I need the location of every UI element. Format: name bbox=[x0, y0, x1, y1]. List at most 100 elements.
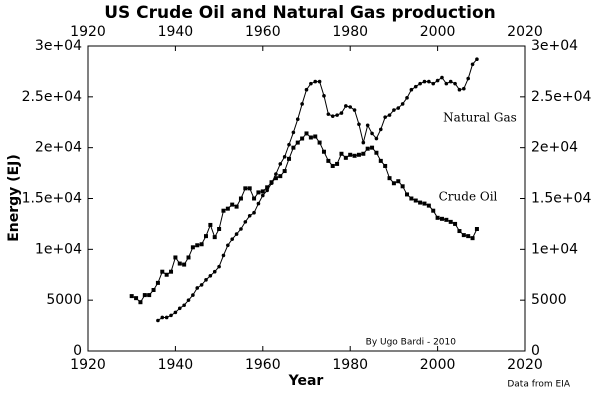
x-top-tick-label: 2020 bbox=[507, 24, 543, 40]
marker bbox=[313, 134, 318, 139]
marker bbox=[308, 135, 313, 140]
marker bbox=[274, 172, 278, 176]
marker bbox=[378, 127, 383, 132]
marker bbox=[208, 273, 213, 278]
marker bbox=[321, 149, 326, 154]
marker bbox=[370, 131, 374, 136]
marker bbox=[265, 188, 269, 193]
marker bbox=[335, 161, 340, 166]
marker bbox=[291, 130, 296, 135]
marker bbox=[160, 315, 165, 320]
y-right-tick-label: 1e+04 bbox=[531, 241, 578, 257]
y-right-tick-label: 2e+04 bbox=[531, 140, 578, 156]
marker bbox=[300, 102, 304, 106]
marker bbox=[278, 174, 283, 179]
marker bbox=[461, 233, 466, 238]
marker bbox=[383, 115, 387, 119]
marker bbox=[422, 201, 427, 206]
marker bbox=[356, 152, 361, 157]
marker bbox=[160, 269, 165, 274]
x-top-tick-label: 1980 bbox=[332, 24, 368, 40]
marker bbox=[418, 200, 423, 205]
marker bbox=[182, 262, 187, 267]
marker bbox=[326, 158, 331, 163]
marker bbox=[317, 140, 322, 145]
y-tick-label: 0 bbox=[73, 343, 82, 359]
marker bbox=[234, 204, 239, 209]
y-tick-label: 2e+04 bbox=[35, 140, 82, 156]
marker bbox=[230, 237, 235, 241]
marker bbox=[238, 196, 243, 201]
marker bbox=[343, 155, 348, 160]
marker bbox=[444, 81, 449, 86]
marker bbox=[435, 78, 440, 83]
marker bbox=[195, 243, 200, 248]
marker bbox=[147, 293, 152, 298]
marker bbox=[204, 278, 208, 282]
marker bbox=[217, 227, 222, 231]
series-line bbox=[131, 132, 478, 303]
marker bbox=[470, 236, 475, 241]
marker bbox=[265, 185, 270, 190]
marker bbox=[348, 105, 353, 109]
marker bbox=[440, 75, 444, 80]
marker bbox=[217, 264, 221, 269]
x-tick-label: 1920 bbox=[70, 357, 106, 373]
marker bbox=[400, 102, 405, 106]
marker bbox=[156, 318, 160, 323]
marker bbox=[431, 81, 436, 86]
marker bbox=[273, 176, 278, 181]
marker bbox=[225, 206, 230, 211]
marker bbox=[234, 232, 239, 236]
marker bbox=[282, 155, 287, 159]
marker bbox=[304, 87, 309, 92]
marker bbox=[357, 122, 361, 127]
marker bbox=[313, 79, 318, 84]
y-right-tick-label: 2.5e+04 bbox=[531, 89, 592, 105]
marker bbox=[191, 293, 195, 297]
marker bbox=[173, 255, 178, 260]
marker bbox=[230, 202, 235, 207]
marker bbox=[330, 114, 335, 118]
marker bbox=[239, 227, 243, 231]
marker bbox=[221, 253, 226, 258]
marker bbox=[448, 219, 453, 224]
marker bbox=[365, 146, 370, 151]
marker bbox=[309, 81, 313, 86]
source-note: Data from EIA bbox=[507, 380, 570, 390]
marker bbox=[444, 217, 449, 222]
marker bbox=[361, 151, 366, 156]
marker bbox=[462, 86, 466, 91]
y-tick-label: 2.5e+04 bbox=[22, 89, 83, 105]
marker bbox=[278, 162, 283, 166]
marker bbox=[190, 245, 195, 250]
marker bbox=[453, 81, 457, 86]
marker bbox=[352, 108, 357, 112]
marker bbox=[457, 229, 462, 234]
marker bbox=[247, 186, 252, 191]
marker bbox=[256, 190, 261, 195]
marker bbox=[413, 198, 418, 203]
marker bbox=[208, 222, 213, 227]
marker bbox=[164, 272, 169, 277]
marker bbox=[151, 288, 156, 292]
marker bbox=[261, 193, 265, 198]
marker bbox=[177, 306, 182, 311]
marker bbox=[361, 140, 366, 145]
marker bbox=[252, 196, 257, 201]
y-tick-label: 1.5e+04 bbox=[22, 191, 83, 207]
marker bbox=[221, 208, 226, 213]
marker bbox=[339, 151, 344, 156]
marker bbox=[317, 79, 322, 84]
marker bbox=[466, 234, 471, 239]
marker bbox=[155, 280, 160, 285]
marker bbox=[365, 123, 370, 128]
x-tick-label: 1960 bbox=[245, 357, 281, 373]
marker bbox=[453, 221, 458, 226]
marker bbox=[339, 111, 344, 115]
marker bbox=[392, 108, 396, 112]
marker bbox=[470, 62, 475, 67]
marker bbox=[304, 131, 309, 136]
marker bbox=[418, 81, 422, 86]
